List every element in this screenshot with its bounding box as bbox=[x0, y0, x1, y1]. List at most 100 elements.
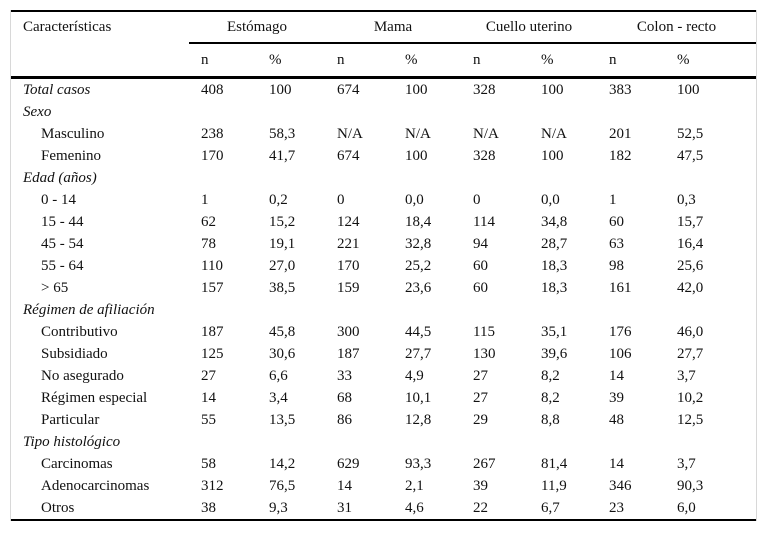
cell-value: 125 bbox=[201, 345, 224, 362]
cell-value: 182 bbox=[609, 147, 632, 164]
cell-value: 52,5 bbox=[677, 125, 704, 142]
cell-value: 42,0 bbox=[677, 279, 704, 296]
group-header-2: Mama bbox=[325, 11, 462, 44]
cell-value: 22 bbox=[473, 499, 489, 516]
cell-value: 0,0 bbox=[541, 191, 560, 208]
cell-value bbox=[393, 167, 461, 189]
cell-value: 408 bbox=[201, 81, 224, 98]
cell-value bbox=[393, 431, 461, 453]
cell-value: 18,3 bbox=[541, 279, 568, 296]
row-label: > 65 bbox=[41, 279, 69, 296]
cancer-statistics-table: Características Estómago Mama Cuello uteri… bbox=[11, 10, 756, 521]
cell-value: 115 bbox=[473, 323, 495, 340]
cell-value bbox=[257, 167, 325, 189]
cell-value: 346 bbox=[609, 477, 632, 494]
cell-value: 30,6 bbox=[269, 345, 296, 362]
cell-value: 39 bbox=[609, 389, 625, 406]
cell-value: 27,7 bbox=[677, 345, 704, 362]
cell-value bbox=[529, 101, 597, 123]
subheader-n-group-3: n bbox=[473, 51, 481, 68]
cell-value: 1 bbox=[201, 191, 209, 208]
row-label: 45 - 54 bbox=[41, 235, 84, 252]
cell-value: 32,8 bbox=[405, 235, 432, 252]
cell-value: 18,3 bbox=[541, 257, 568, 274]
cell-value: 328 bbox=[473, 81, 496, 98]
cell-value: 39,6 bbox=[541, 345, 568, 362]
cell-value: 106 bbox=[609, 345, 632, 362]
table-header: Características Estómago Mama Cuello uteri… bbox=[11, 11, 756, 78]
cell-value bbox=[393, 299, 461, 321]
table-row: Régimen especial 14 3,4 68 10,1 27 8,2 39 10,2 bbox=[11, 387, 756, 409]
table-row: Masculino 238 58,3 N/A N/A N/A N/A 201 52,5 bbox=[11, 123, 756, 145]
cell-value: 14,2 bbox=[269, 455, 296, 472]
cell-value: 15,2 bbox=[269, 213, 296, 230]
cell-value: N/A bbox=[473, 125, 499, 142]
cell-value bbox=[189, 431, 257, 453]
cell-value: 3,7 bbox=[677, 367, 696, 384]
section-row: Tipo histológico bbox=[11, 431, 756, 453]
cell-value bbox=[325, 101, 393, 123]
cell-value: 187 bbox=[337, 345, 360, 362]
cell-value: 4,9 bbox=[405, 367, 424, 384]
cell-value: 15,7 bbox=[677, 213, 704, 230]
cell-value: N/A bbox=[541, 125, 567, 142]
cell-value: 8,2 bbox=[541, 367, 560, 384]
row-label: Edad (años) bbox=[23, 169, 97, 186]
cell-value: 55 bbox=[201, 411, 216, 428]
cell-value: 76,5 bbox=[269, 477, 296, 494]
cell-value: 6,7 bbox=[541, 499, 560, 516]
cell-value: 47,5 bbox=[677, 147, 704, 164]
table-row: Femenino 170 41,7 674 100 328 100 182 47,5 bbox=[11, 145, 756, 167]
cell-value: 6,0 bbox=[677, 499, 696, 516]
cell-value: 3,7 bbox=[677, 455, 696, 472]
cell-value: 2,1 bbox=[405, 477, 424, 494]
cell-value: 10,1 bbox=[405, 389, 432, 406]
row-label: 55 - 64 bbox=[41, 257, 84, 274]
cell-value: 176 bbox=[609, 323, 632, 340]
cell-value: 238 bbox=[201, 125, 224, 142]
cell-value bbox=[325, 431, 393, 453]
cell-value: 28,7 bbox=[541, 235, 568, 252]
cell-value: 100 bbox=[405, 81, 428, 98]
cell-value: 68 bbox=[337, 389, 352, 406]
table-row: Subsidiado 125 30,6 187 27,7 130 39,6 106 27,7 bbox=[11, 343, 756, 365]
subheader-n-group-2: n bbox=[337, 51, 345, 68]
table-row: 15 - 44 62 15,2 124 18,4 114 34,8 60 15,7 bbox=[11, 211, 756, 233]
cell-value: 98 bbox=[609, 257, 625, 274]
table-row: Contributivo 187 45,8 300 44,5 115 35,1 176 46,0 bbox=[11, 321, 756, 343]
cell-value: 94 bbox=[473, 235, 489, 252]
cell-value: 27 bbox=[201, 367, 216, 384]
column-header-caracteristicas: Características bbox=[23, 19, 112, 35]
cell-value bbox=[597, 431, 665, 453]
cell-value: 12,8 bbox=[405, 411, 432, 428]
table-row: No asegurado 27 6,6 33 4,9 27 8,2 14 3,7 bbox=[11, 365, 756, 387]
cell-value: 14 bbox=[201, 389, 216, 406]
subheader-pct-group-1: % bbox=[269, 51, 282, 68]
cell-value: 312 bbox=[201, 477, 224, 494]
table-row: Otros 38 9,3 31 4,6 22 6,7 23 6,0 bbox=[11, 497, 756, 520]
row-label: Subsidiado bbox=[41, 345, 108, 362]
cell-value: 1 bbox=[609, 191, 617, 208]
subheader-n-group-4: n bbox=[609, 51, 617, 68]
cell-value: 23,6 bbox=[405, 279, 432, 296]
cell-value: 39 bbox=[473, 477, 489, 494]
subheader-n-group-1: n bbox=[201, 51, 209, 68]
cell-value: 27 bbox=[473, 389, 489, 406]
cell-value: 93,3 bbox=[405, 455, 432, 472]
cell-value: 38,5 bbox=[269, 279, 296, 296]
cell-value: 13,5 bbox=[269, 411, 296, 428]
cell-value bbox=[597, 167, 665, 189]
cell-value: 0 bbox=[473, 191, 481, 208]
cell-value bbox=[461, 167, 529, 189]
cell-value bbox=[529, 299, 597, 321]
cell-value: 674 bbox=[337, 147, 360, 164]
cell-value: 3,4 bbox=[269, 389, 288, 406]
table-row: Adenocarcinomas 312 76,5 14 2,1 39 11,9 346 90,3 bbox=[11, 475, 756, 497]
group-header-1: Estómago bbox=[189, 11, 325, 44]
table-body: Total casos 408 100 674 100 328 100 383 100 Sexo M… bbox=[11, 78, 756, 521]
cell-value: N/A bbox=[405, 125, 431, 142]
cell-value: 100 bbox=[541, 81, 564, 98]
cell-value: 25,6 bbox=[677, 257, 704, 274]
cell-value: 45,8 bbox=[269, 323, 296, 340]
cell-value: 221 bbox=[337, 235, 360, 252]
